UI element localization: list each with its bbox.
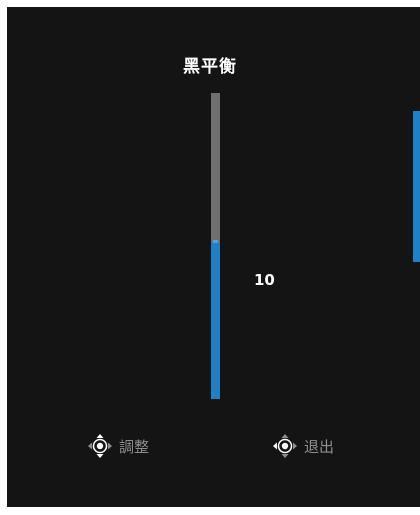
osd-title: 黑平衡 [183,57,237,77]
slider-fill [211,239,220,399]
side-accent-bar [413,111,420,262]
joystick-up-down-icon [88,434,112,458]
exit-label: 退出 [304,437,335,456]
slider-value: 10 [254,271,275,289]
joystick-left-icon [273,434,297,458]
adjust-hint: 調整 [87,434,150,458]
black-equalizer-slider[interactable] [211,93,220,399]
adjust-label: 調整 [119,437,150,456]
exit-hint: 退出 [272,434,335,458]
